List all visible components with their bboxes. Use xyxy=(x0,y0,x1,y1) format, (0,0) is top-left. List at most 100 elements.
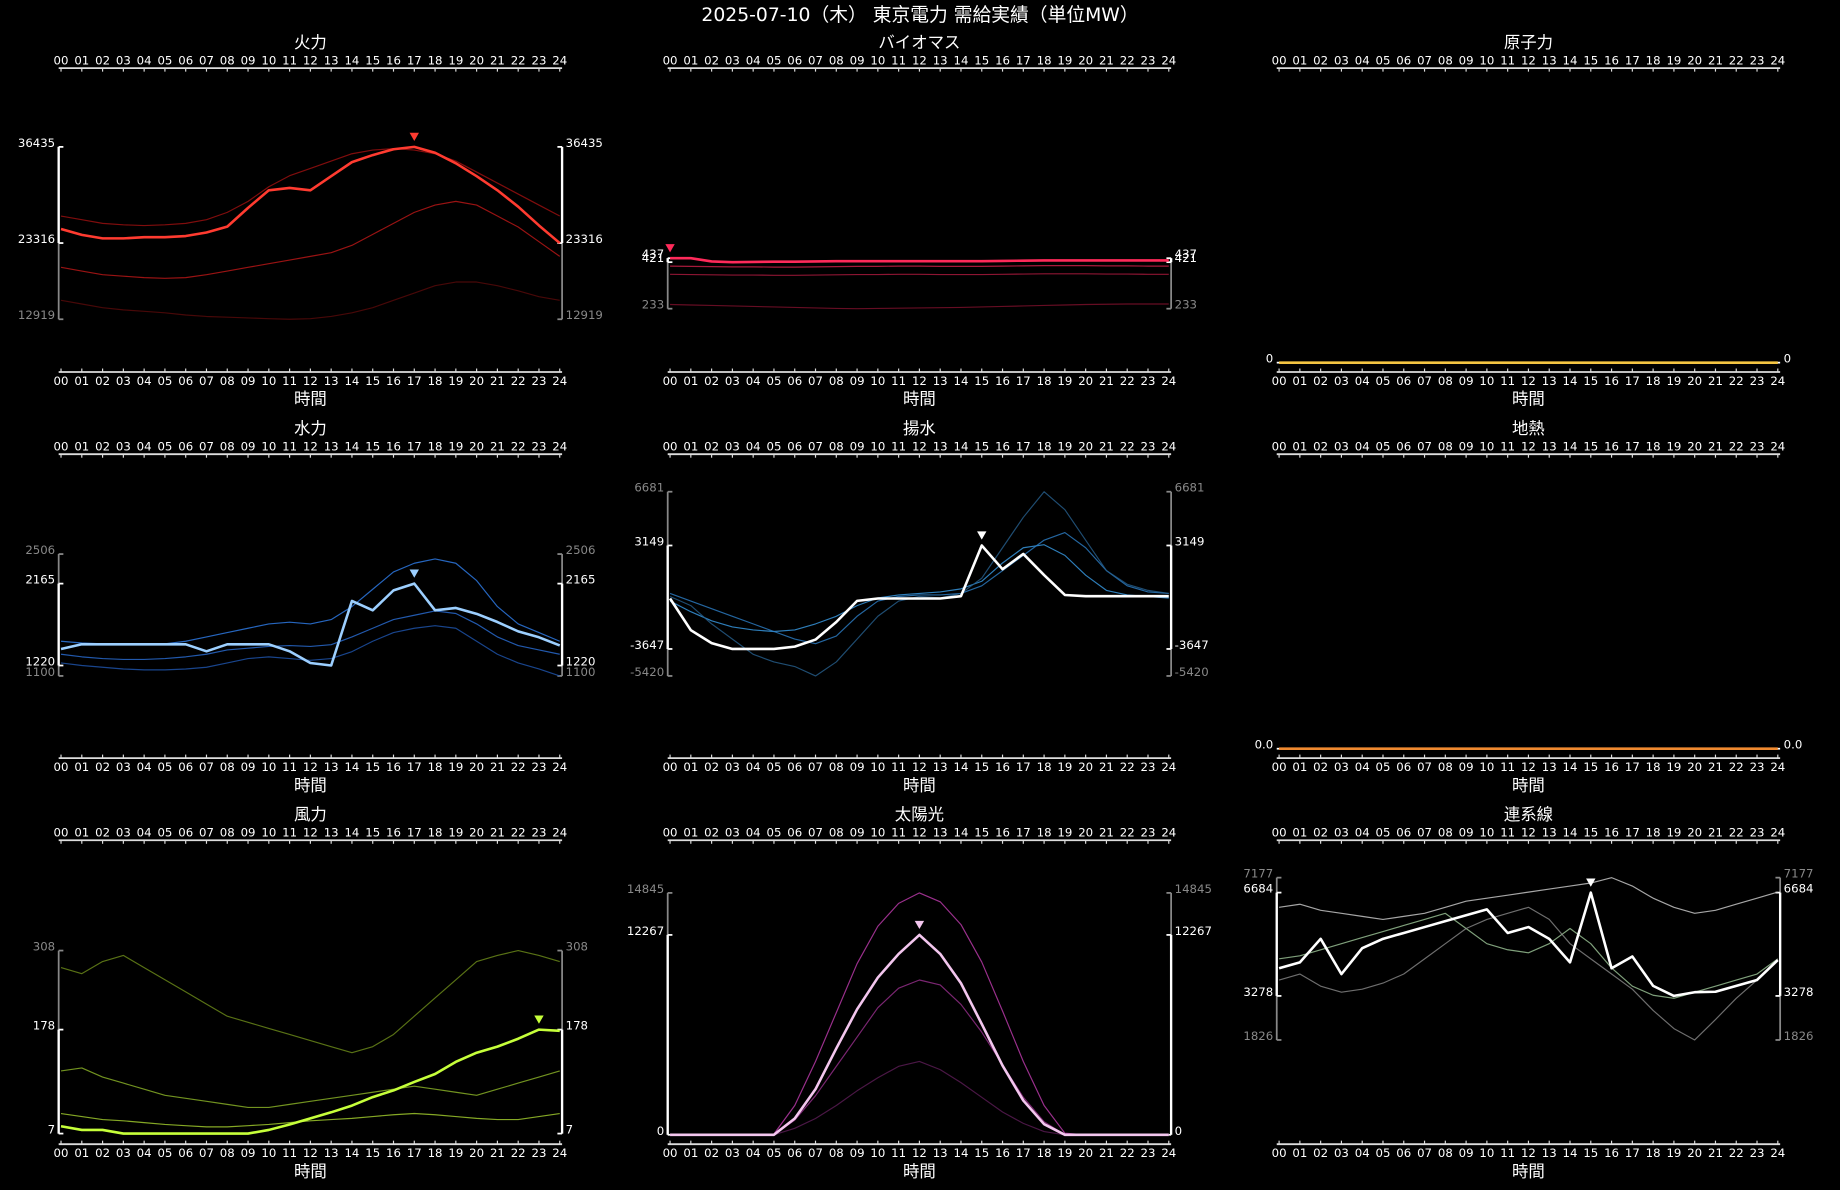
x-tick-label: 19 xyxy=(1057,760,1072,774)
x-tick-label: 23 xyxy=(532,374,547,388)
x-tick-label: 08 xyxy=(829,54,844,68)
x-tick-label: 22 xyxy=(511,440,526,454)
y-tick-label: 12267 xyxy=(1175,924,1212,938)
x-tick-label: 00 xyxy=(54,54,69,68)
x-tick-label: 22 xyxy=(511,1146,526,1160)
x-tick-label: 00 xyxy=(1272,374,1287,388)
x-tick-label: 12 xyxy=(1521,1146,1536,1160)
x-tick-label: 22 xyxy=(1120,440,1135,454)
x-tick-label: 21 xyxy=(1099,760,1114,774)
x-tick-label: 04 xyxy=(1355,440,1370,454)
x-tick-label: 11 xyxy=(891,1146,906,1160)
x-tick-label: 24 xyxy=(552,826,567,840)
x-tick-label: 14 xyxy=(1563,374,1578,388)
x-tick-label: 14 xyxy=(344,760,359,774)
x-tick-label: 12 xyxy=(303,760,318,774)
x-tick-label: 23 xyxy=(532,54,547,68)
x-tick-label: 19 xyxy=(1057,826,1072,840)
x-tick-label: 06 xyxy=(787,1146,802,1160)
max-marker xyxy=(534,1015,544,1024)
x-tick-label: 07 xyxy=(199,54,214,68)
x-tick-label: 13 xyxy=(1542,54,1557,68)
y-tick-label: 0 xyxy=(1266,352,1273,366)
x-tick-label: 15 xyxy=(974,1146,989,1160)
x-tick-label: 13 xyxy=(1542,440,1557,454)
x-tick-label: 22 xyxy=(1729,440,1744,454)
x-tick-label: 02 xyxy=(1313,760,1328,774)
x-tick-label: 02 xyxy=(1313,54,1328,68)
y-tick-label: 14845 xyxy=(1175,882,1212,896)
x-tick-label: 16 xyxy=(995,760,1010,774)
y-tick-label: 3149 xyxy=(634,534,664,548)
x-tick-label: 04 xyxy=(746,440,761,454)
x-tick-label: 12 xyxy=(1521,440,1536,454)
page-title: 2025-07-10（木） 東京電力 需給実績（単位MW） xyxy=(701,4,1138,26)
x-tick-label: 19 xyxy=(1057,374,1072,388)
history-line xyxy=(60,148,561,227)
x-tick-label: 01 xyxy=(683,54,698,68)
y-tick-label: 308 xyxy=(33,940,55,954)
x-tick-label: 18 xyxy=(1037,826,1052,840)
x-tick-label: 00 xyxy=(54,374,69,388)
x-tick-label: 06 xyxy=(1396,1146,1411,1160)
x-tick-label: 11 xyxy=(282,440,297,454)
y-tick-label: 2506 xyxy=(566,543,596,557)
x-tick-label: 15 xyxy=(1583,440,1598,454)
x-tick-label: 00 xyxy=(663,54,678,68)
x-tick-label: 04 xyxy=(746,760,761,774)
x-tick-label: 05 xyxy=(157,1146,172,1160)
x-tick-label: 19 xyxy=(1057,54,1072,68)
highlight-line xyxy=(668,544,1169,651)
x-tick-label: 15 xyxy=(974,440,989,454)
max-marker xyxy=(409,132,419,142)
x-tick-label: 04 xyxy=(1355,374,1370,388)
highlight-line xyxy=(1278,891,1779,998)
x-tick-label: 08 xyxy=(1438,826,1453,840)
x-tick-label: 20 xyxy=(1078,760,1093,774)
x-tick-label: 07 xyxy=(808,440,823,454)
x-tick-label: 24 xyxy=(1770,760,1785,774)
x-tick-label: 00 xyxy=(663,826,678,840)
x-tick-label: 10 xyxy=(870,760,885,774)
x-tick-label: 22 xyxy=(1120,1146,1135,1160)
x-tick-label: 12 xyxy=(912,440,927,454)
y-tick-label: 0 xyxy=(1784,352,1791,366)
x-tick-label: 16 xyxy=(386,54,401,68)
x-tick-label: 00 xyxy=(1272,1146,1287,1160)
x-tick-label: 07 xyxy=(808,1146,823,1160)
x-tick-label: 14 xyxy=(344,1146,359,1160)
x-tick-label: 14 xyxy=(1563,1146,1578,1160)
x-tick-label: 13 xyxy=(324,374,339,388)
x-tick-label: 24 xyxy=(1770,1146,1785,1160)
x-tick-label: 16 xyxy=(995,1146,1010,1160)
y-tick-label: 6684 xyxy=(1784,882,1814,896)
y-tick-label: 1220 xyxy=(25,654,55,668)
history-line xyxy=(60,200,561,279)
x-tick-label: 01 xyxy=(1292,54,1307,68)
x-tick-label: 13 xyxy=(933,826,948,840)
y-tick-label: 0 xyxy=(657,1124,664,1138)
x-tick-label: 05 xyxy=(766,54,781,68)
x-tick-label: 18 xyxy=(1646,760,1661,774)
x-tick-label: 12 xyxy=(912,826,927,840)
x-tick-label: 13 xyxy=(933,54,948,68)
x-tick-label: 07 xyxy=(808,826,823,840)
x-tick-label: 04 xyxy=(1355,54,1370,68)
x-tick-label: 24 xyxy=(1770,826,1785,840)
x-tick-label: 11 xyxy=(1500,54,1515,68)
x-tick-label: 17 xyxy=(1625,374,1640,388)
x-axis-label: 時間 xyxy=(294,1162,327,1181)
y-tick-label: 2506 xyxy=(25,543,55,557)
x-tick-label: 09 xyxy=(241,760,256,774)
x-tick-label: 12 xyxy=(303,374,318,388)
y-tick-label: 23316 xyxy=(566,232,603,246)
x-tick-label: 18 xyxy=(1646,826,1661,840)
x-tick-label: 13 xyxy=(324,1146,339,1160)
x-tick-label: 12 xyxy=(303,440,318,454)
x-tick-label: 08 xyxy=(220,826,235,840)
x-tick-label: 18 xyxy=(1037,1146,1052,1160)
y-tick-label: 6681 xyxy=(1175,481,1205,495)
x-tick-label: 18 xyxy=(1037,374,1052,388)
x-tick-label: 06 xyxy=(178,440,193,454)
x-tick-label: 04 xyxy=(137,440,152,454)
